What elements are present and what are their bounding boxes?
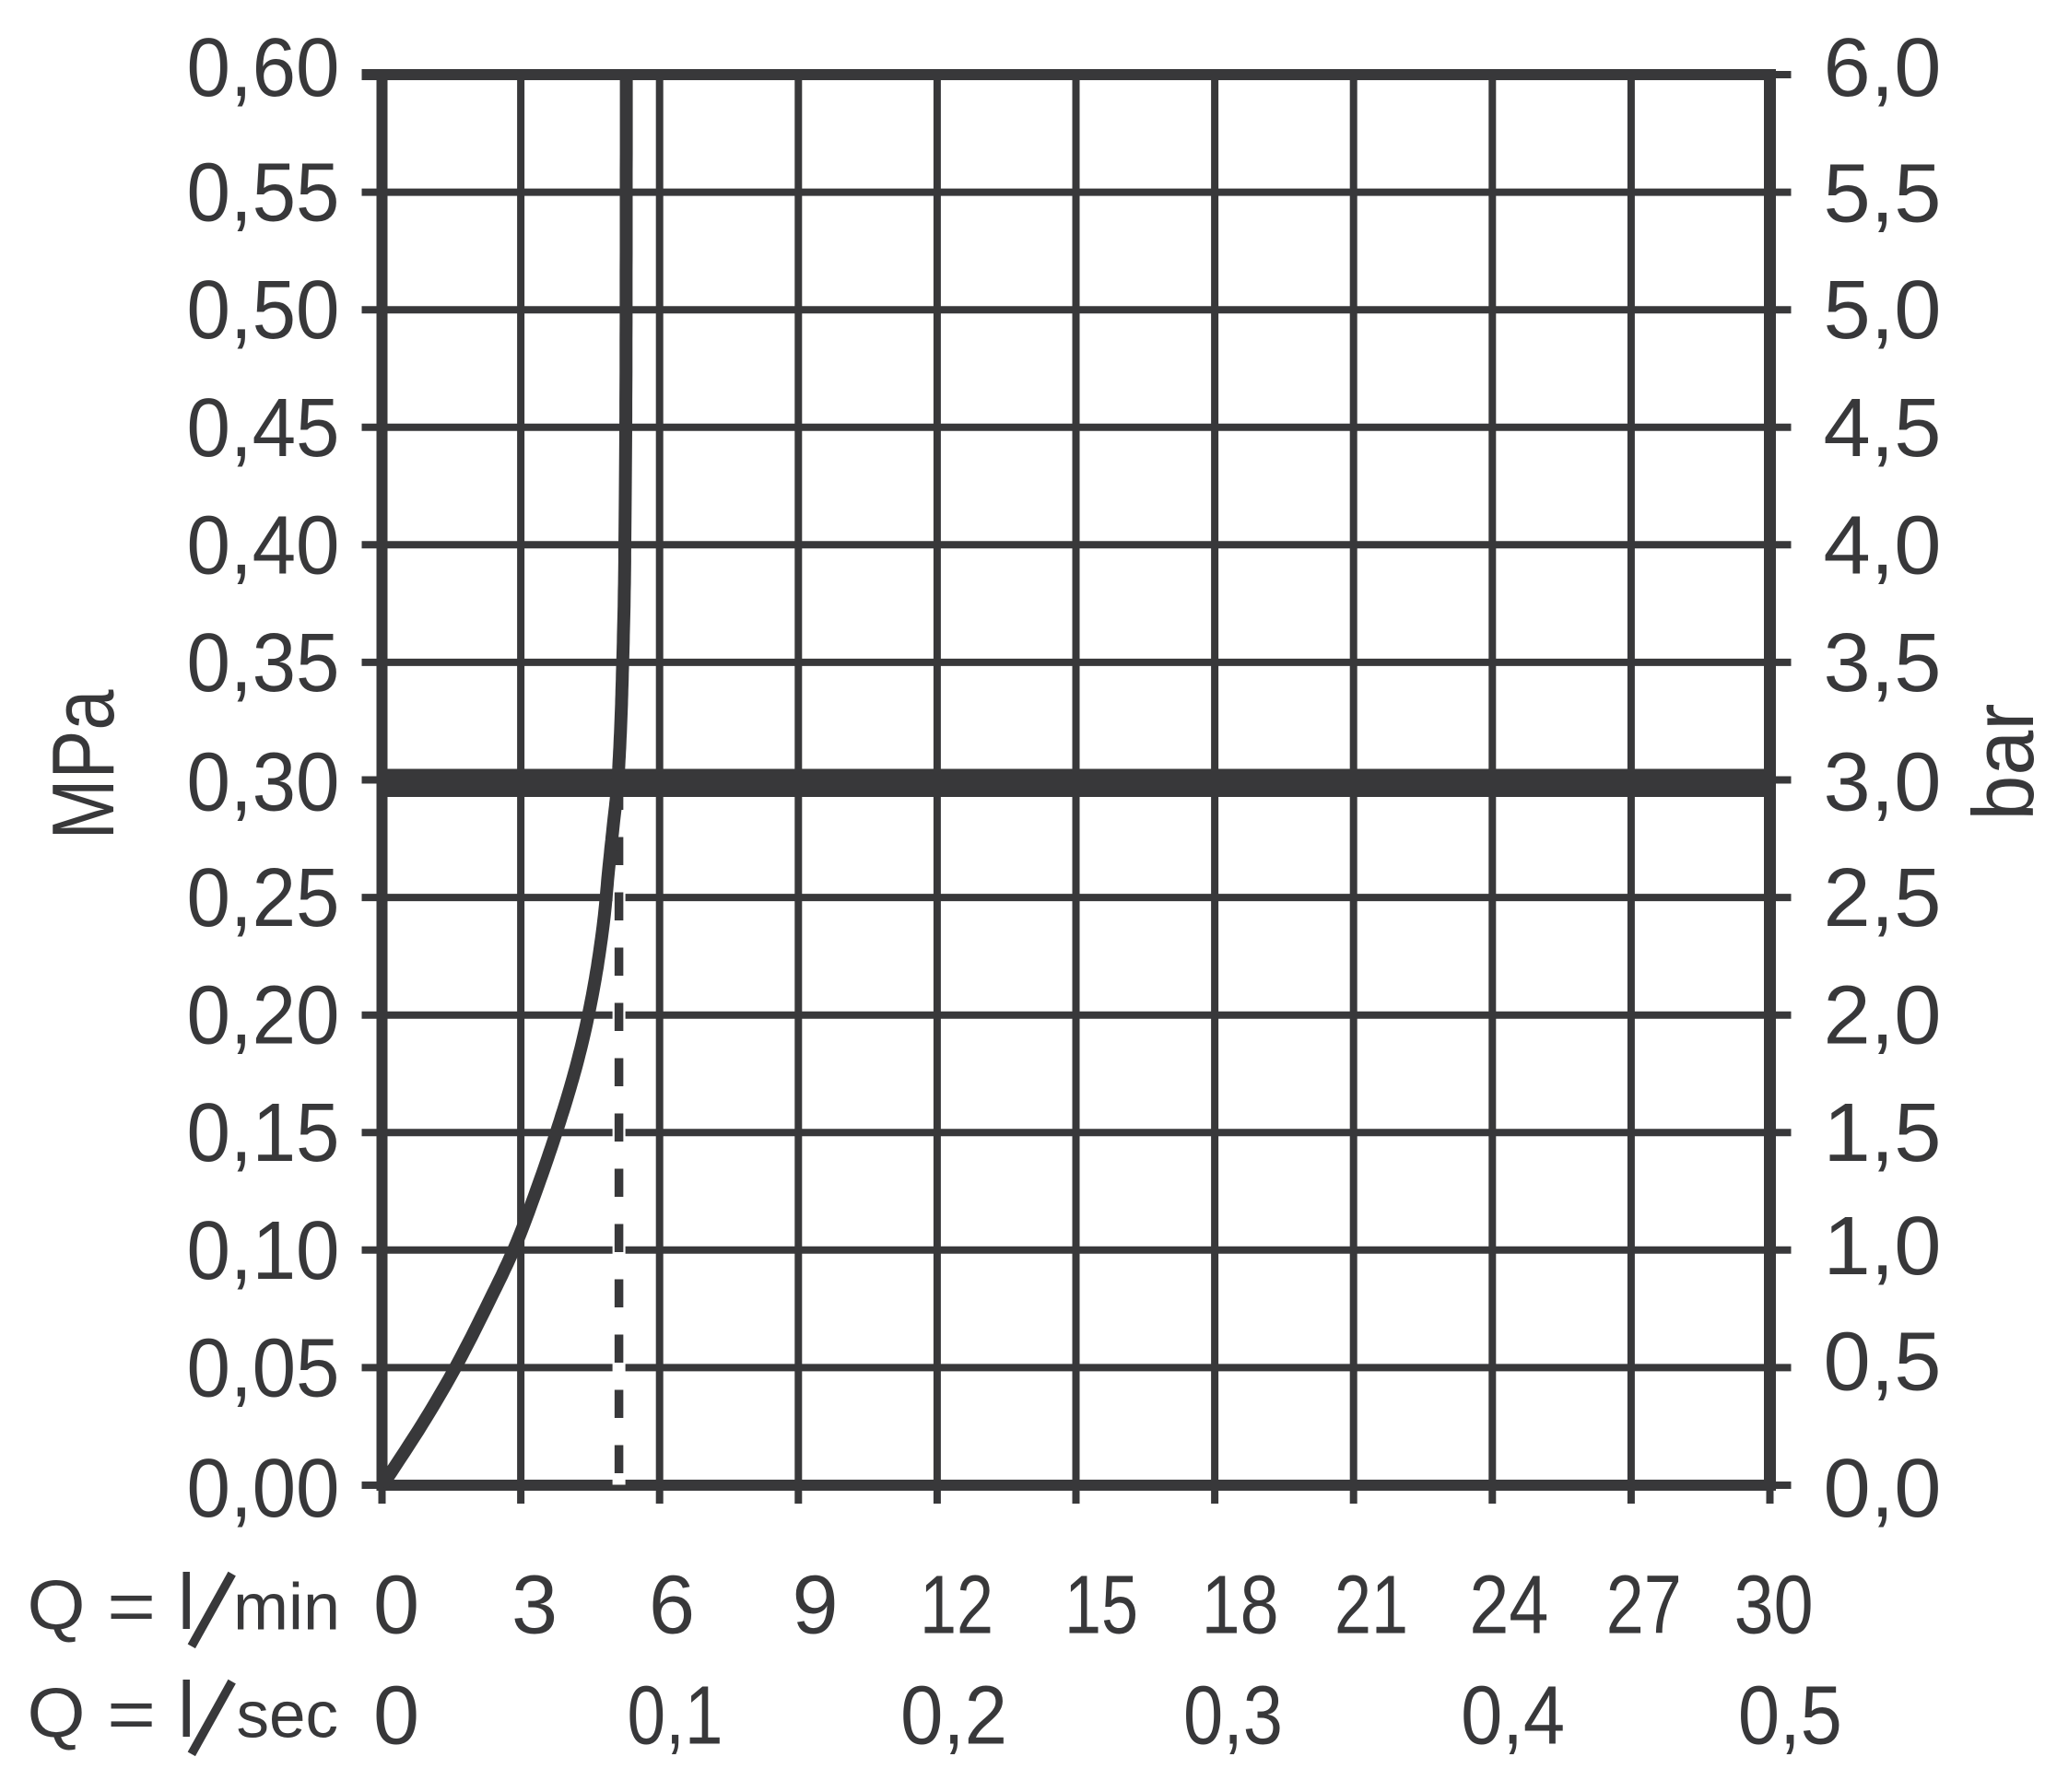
svg-text:6,0: 6,0 (1824, 22, 1942, 114)
svg-text:Q: Q (28, 1566, 86, 1645)
svg-text:0,5: 0,5 (1824, 1316, 1942, 1408)
svg-text:5,5: 5,5 (1824, 148, 1942, 240)
svg-text:0,3: 0,3 (1183, 1670, 1283, 1763)
svg-text:1,0: 1,0 (1824, 1201, 1942, 1293)
svg-text:9: 9 (792, 1560, 838, 1652)
svg-text:27: 27 (1606, 1560, 1682, 1652)
svg-text:l: l (178, 1559, 195, 1646)
svg-text:0,25: 0,25 (187, 852, 340, 944)
svg-text:4,5: 4,5 (1824, 382, 1942, 474)
svg-text:2,5: 2,5 (1824, 852, 1942, 944)
svg-text:0,00: 0,00 (187, 1443, 340, 1535)
svg-text:Q: Q (28, 1674, 86, 1752)
svg-text:min: min (233, 1572, 340, 1645)
svg-text:0,20: 0,20 (187, 970, 340, 1062)
svg-text:0,15: 0,15 (187, 1087, 340, 1179)
svg-text:0,40: 0,40 (187, 499, 340, 591)
svg-text:0: 0 (373, 1670, 419, 1763)
svg-text:3: 3 (511, 1560, 558, 1652)
svg-text:12: 12 (920, 1560, 993, 1652)
svg-text:0,35: 0,35 (187, 617, 340, 709)
svg-text:5,0: 5,0 (1824, 264, 1942, 357)
svg-text:0,5: 0,5 (1738, 1670, 1842, 1763)
svg-text:2,0: 2,0 (1824, 970, 1942, 1062)
svg-text:MPa: MPa (34, 689, 133, 840)
svg-text:0: 0 (373, 1560, 419, 1652)
svg-text:0,50: 0,50 (187, 264, 340, 357)
svg-text:0,30: 0,30 (187, 737, 340, 829)
svg-text:sec: sec (237, 1680, 339, 1752)
svg-text:6: 6 (649, 1560, 695, 1652)
svg-text:24: 24 (1469, 1560, 1548, 1652)
svg-text:18: 18 (1202, 1560, 1279, 1652)
svg-text:3,0: 3,0 (1824, 737, 1942, 829)
svg-text:3,5: 3,5 (1824, 617, 1942, 709)
svg-text:=: = (107, 1565, 156, 1646)
svg-text:0,05: 0,05 (187, 1322, 340, 1414)
svg-text:0,10: 0,10 (187, 1205, 340, 1297)
svg-text:bar: bar (1955, 704, 2045, 821)
svg-text:0,1: 0,1 (628, 1670, 723, 1763)
svg-text:l: l (178, 1667, 195, 1754)
svg-text:0,4: 0,4 (1461, 1670, 1565, 1763)
svg-text:21: 21 (1334, 1560, 1408, 1652)
svg-text:0,2: 0,2 (900, 1670, 1007, 1763)
svg-text:0,45: 0,45 (187, 382, 340, 474)
svg-text:0,0: 0,0 (1824, 1443, 1942, 1535)
svg-text:4,0: 4,0 (1824, 499, 1942, 591)
svg-text:=: = (107, 1673, 156, 1754)
svg-text:30: 30 (1734, 1560, 1814, 1652)
svg-text:0,55: 0,55 (187, 147, 340, 240)
svg-text:0,60: 0,60 (187, 22, 340, 114)
svg-text:1,5: 1,5 (1824, 1087, 1942, 1179)
svg-text:15: 15 (1064, 1560, 1138, 1652)
